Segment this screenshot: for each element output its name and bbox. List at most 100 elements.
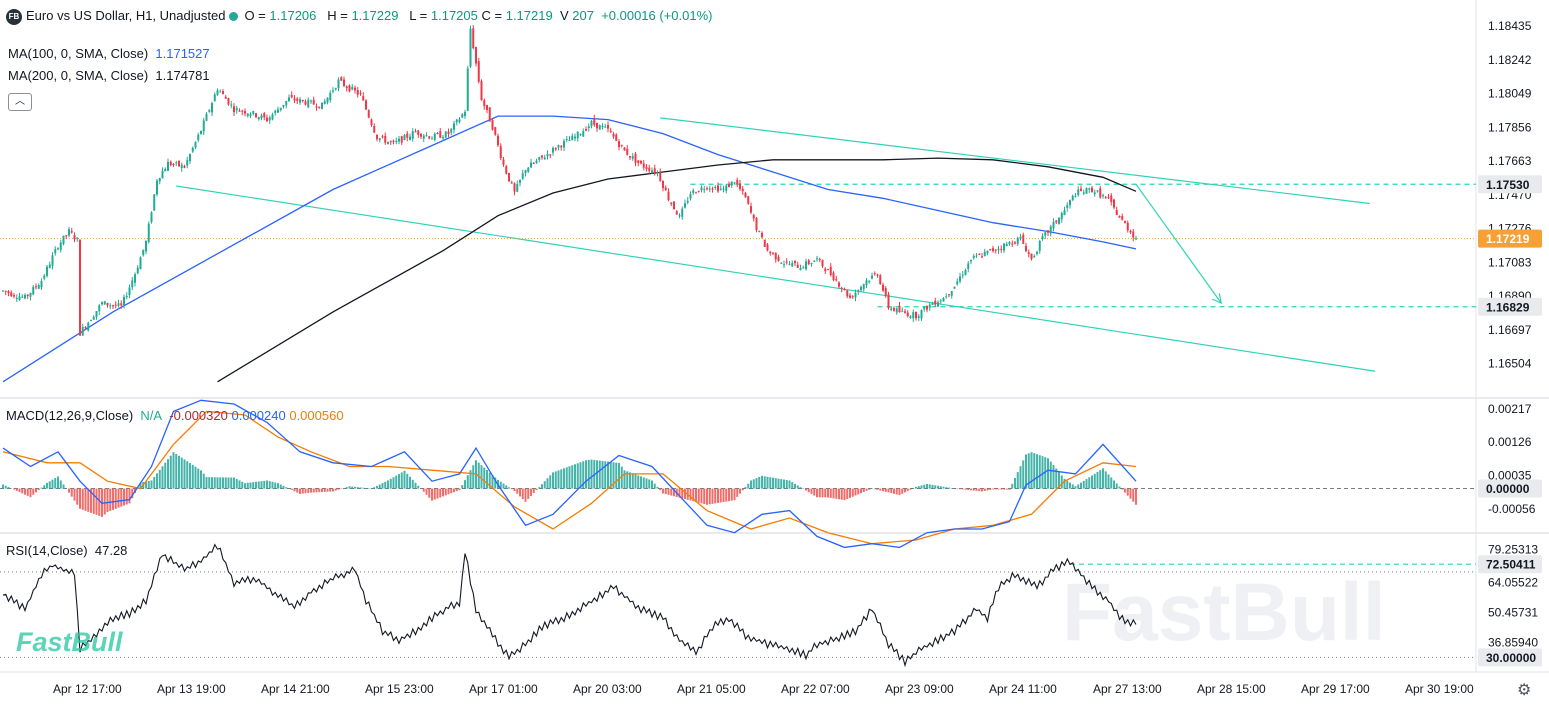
macd-histogram-bar [263,480,266,489]
macd-zero-label: 0.00000 [1486,482,1530,496]
macd-histogram-bar [400,472,403,489]
gear-icon[interactable]: ⚙ [1517,682,1532,699]
candle-body [571,135,574,141]
collapse-legend-button[interactable]: ︿ [8,93,32,111]
macd-histogram-bar [615,462,618,489]
candle-body [277,109,279,113]
macd-histogram-bar [920,485,923,489]
symbol-title[interactable]: Euro vs US Dollar, H1, Unadjusted [26,8,226,23]
candle-body [1132,231,1135,238]
macd-histogram-bar [81,488,84,510]
macd-histogram-bar [224,477,227,489]
candle-body [508,172,510,182]
macd-histogram-bar [65,488,68,490]
candle-body [838,282,840,287]
candle-body [233,106,235,113]
moving-averages [2,115,1137,383]
macd-histogram-bar [1104,471,1107,489]
macd-histogram-bar [398,474,400,489]
candle-body [161,170,164,179]
candle-body [81,327,84,336]
candle-body [574,136,576,139]
candle-body [653,168,656,173]
macd-histogram-bar [769,477,772,489]
candle-body [98,305,101,312]
macd-histogram-bar [948,487,950,489]
macd-histogram-bar [730,488,733,501]
macd-legend[interactable]: MACD(12,26,9,Close) N/A -0.000320 0.0002… [6,408,344,423]
macd-histogram-bar [642,477,645,489]
macd-histogram-bar [1085,479,1088,489]
macd-histogram-bar [744,487,747,489]
macd-histogram-bar [164,462,167,489]
candle-body [541,155,543,158]
macd-histogram-bar [491,474,494,489]
candle-body [607,124,609,129]
candle-body [972,255,975,258]
macd-histogram-bar [158,469,161,489]
candle-body [84,327,87,329]
candle-body [560,145,563,148]
macd-histogram-bar [574,464,576,489]
candle-body [986,250,989,254]
macd-histogram-bar [51,479,54,489]
macd-histogram-bar [505,485,508,489]
macd-histogram-bar [1121,488,1124,490]
candle-body [931,303,934,305]
macd-histogram-bar [706,488,708,505]
candle-body [849,295,851,298]
candle-body [194,141,197,148]
time-tick-label: Apr 20 03:00 [573,682,642,696]
macd-histogram-bar [7,487,10,489]
candle-body [398,138,400,142]
macd-histogram-bar [835,488,838,499]
candle-body [356,90,359,95]
candle-body [200,130,202,135]
candle-body [241,110,244,112]
macd-histogram-bar [1080,482,1082,489]
macd-histogram-bar [840,488,843,500]
macd-histogram-bar [109,488,112,511]
candle-body [1077,189,1080,196]
candle-body [926,305,928,310]
macd-histogram-bar [480,465,483,489]
candle-body [794,260,796,264]
macd-histogram-bar [939,486,942,489]
candle-body [29,292,32,297]
candle-body [1052,221,1055,229]
macd-histogram-bar [871,488,873,490]
candle-body [73,235,76,240]
rsi-tick-label: 64.05522 [1488,576,1538,590]
macd-histogram-bar [618,462,620,489]
candle-body [813,260,816,262]
ma100-legend[interactable]: MA(100, 0, SMA, Close) 1.171527 [8,46,210,61]
macd-histogram-bar [1066,480,1069,489]
macd-histogram-bar [323,488,326,492]
candle-body [505,166,508,174]
macd-histogram-bar [211,477,213,489]
ma100-value: 1.171527 [155,46,210,61]
macd-histogram-bar [1044,457,1047,489]
macd-histogram-bar [277,483,279,489]
macd-histogram-bar [1107,474,1110,489]
candle-body [708,188,711,190]
candle-body [807,260,810,265]
candle-body [598,125,601,130]
macd-histogram-bar [1041,456,1044,489]
macd-histogram-bar [128,488,131,504]
rsi-legend[interactable]: RSI(14,Close) 47.28 [6,543,127,558]
macd-histogram-bar [983,488,986,491]
candle-body [530,162,532,168]
ma200-legend[interactable]: MA(200, 0, SMA, Close) 1.174781 [8,68,210,83]
candle-body [156,180,158,195]
macd-histogram-bar [348,486,351,489]
macd-histogram-bar [585,460,587,489]
macd-histogram-bar [1096,471,1099,489]
candle-body [90,320,92,322]
macd-histogram-bar [928,484,931,489]
candle-body [442,137,444,139]
macd-histogram-bar [777,478,780,489]
macd-histogram-bar [703,488,706,505]
candle-body [626,148,629,155]
